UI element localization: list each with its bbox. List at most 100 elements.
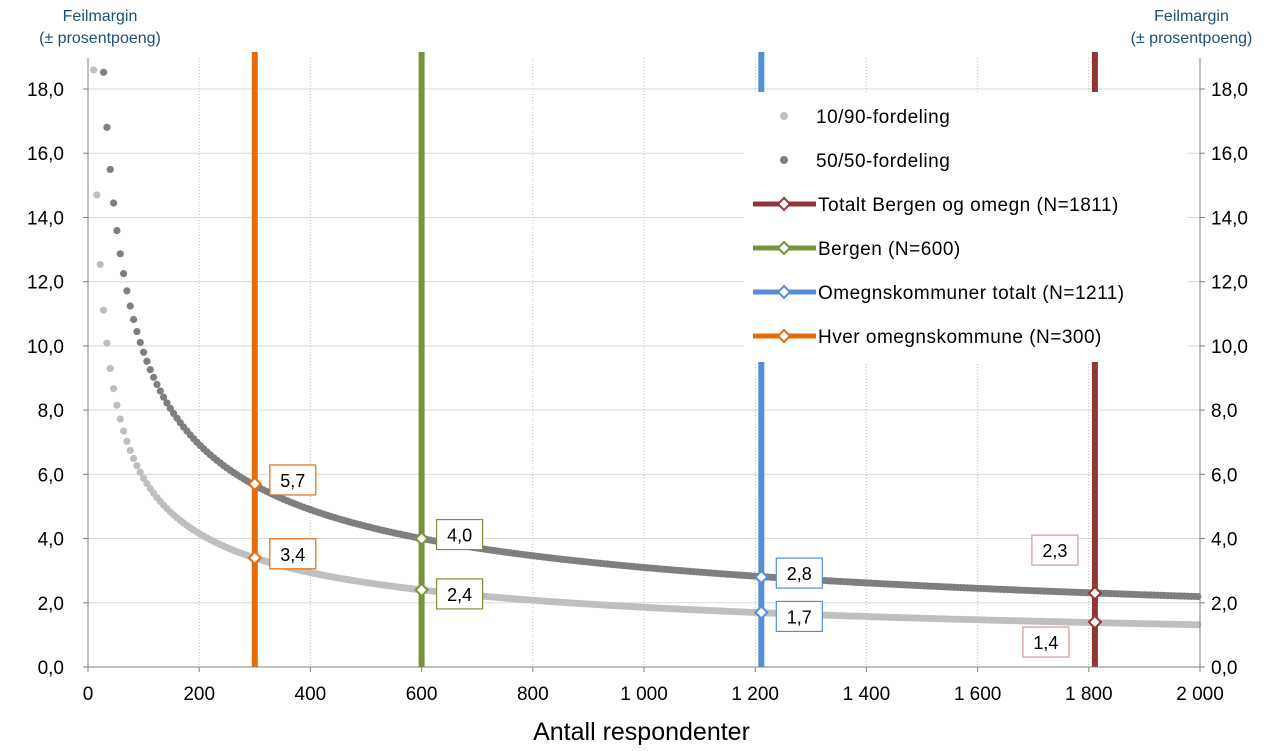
diamond-marker	[753, 604, 769, 620]
x-tick-label: 0	[83, 684, 94, 705]
legend-label: Hver omegnskommune (N=300)	[818, 327, 1102, 348]
diamond-marker	[414, 582, 430, 598]
y-tick-label-right: 2,0	[1211, 594, 1237, 615]
scatter-point	[129, 454, 138, 463]
y-axis-title-left: Feilmargin (± prosentpoeng)	[0, 6, 200, 50]
scatter-point	[133, 327, 141, 336]
y-tick-label-right: 18,0	[1211, 80, 1248, 101]
y-axis-title-left-line2: (± prosentpoeng)	[39, 30, 161, 47]
x-tick-label: 1 200	[731, 684, 779, 705]
diamond-marker	[247, 476, 263, 492]
scatter-point	[93, 191, 101, 199]
scatter-point	[126, 446, 134, 455]
value-label: 5,7	[280, 471, 305, 491]
value-label-box	[436, 578, 484, 610]
scatter-point	[156, 387, 164, 395]
legend-diamond	[776, 284, 792, 300]
value-label: 2,3	[1042, 541, 1067, 561]
scatter-point	[113, 401, 121, 409]
value-label-box	[775, 600, 823, 633]
value-label-box	[1022, 626, 1070, 658]
value-labels: 2,3 1,4 4,0 2,4 2,8 1,7 5,7 3,4	[247, 464, 1103, 658]
y-tick-label-left: 16,0	[27, 144, 64, 165]
scatter-point	[116, 250, 124, 258]
y-axis-title-left-line1: Feilmargin	[62, 8, 138, 25]
legend-marker	[780, 112, 788, 120]
scatter-point	[160, 393, 168, 401]
scatter-point	[119, 427, 128, 435]
y-tick-label-right: 4,0	[1211, 530, 1237, 551]
scatter-point	[106, 364, 114, 373]
legend-marker	[780, 156, 788, 164]
y-tick-label-left: 6,0	[38, 465, 64, 486]
scatter-point	[126, 302, 134, 310]
scatter-point	[89, 66, 98, 74]
value-label-box	[269, 538, 317, 570]
x-tick-label: 1 000	[620, 684, 668, 705]
scatter-point	[143, 357, 151, 365]
value-label: 1,7	[787, 607, 812, 627]
value-label-box	[1031, 534, 1079, 566]
legend-diamond	[776, 240, 792, 256]
diamond-marker	[247, 550, 263, 566]
y-tick-label-left: 0,0	[38, 658, 64, 679]
scatter-point	[129, 315, 138, 324]
x-tick-label: 2 000	[1176, 684, 1224, 705]
scatter-point	[136, 468, 144, 476]
y-tick-label-right: 6,0	[1211, 465, 1237, 486]
x-tick-label: 400	[295, 684, 327, 705]
scatter-point	[119, 270, 128, 278]
x-tick-label: 800	[517, 684, 549, 705]
x-tick-label: 1 400	[843, 684, 891, 705]
x-tick-label: 200	[183, 684, 215, 705]
diamond-marker	[414, 531, 430, 546]
legend-label: 10/90-fordeling	[816, 107, 950, 128]
y-axis-title-right-line1: Feilmargin	[1154, 8, 1229, 25]
legend-diamond	[776, 196, 792, 212]
legend-diamond	[776, 328, 792, 344]
diamond-marker	[1087, 614, 1103, 630]
scatter-point	[146, 366, 154, 374]
scatter-point	[109, 199, 118, 207]
x-tick-label: 1 600	[954, 684, 1002, 705]
scatter-point	[123, 437, 131, 445]
y-tick-label-left: 12,0	[27, 273, 64, 294]
y-tick-label-right: 0,0	[1211, 658, 1237, 679]
legend-label: Totalt Bergen og omegn (N=1811)	[818, 195, 1119, 216]
y-tick-label-right: 16,0	[1211, 144, 1248, 165]
scatter-point	[166, 404, 174, 412]
diamond-marker	[753, 569, 769, 585]
y-tick-label-right: 10,0	[1211, 337, 1248, 358]
scatter-point	[99, 306, 108, 314]
scatter-point	[150, 373, 158, 381]
x-tick-label: 1 800	[1065, 684, 1113, 705]
value-label-box	[436, 518, 484, 551]
scatter-point	[116, 415, 124, 423]
scatter-point	[136, 338, 144, 347]
y-axis-title-right-line2: (± prosentpoeng)	[1130, 30, 1253, 47]
value-label: 4,0	[447, 526, 472, 546]
scatter-point	[113, 227, 121, 235]
y-tick-label-right: 8,0	[1211, 401, 1237, 422]
value-label: 3,4	[280, 545, 305, 565]
scatter-point	[133, 462, 141, 470]
value-label-box	[775, 557, 823, 589]
scatter-point	[103, 123, 111, 131]
scatter-point	[163, 399, 171, 407]
x-axis-title: Antall respondenter	[533, 718, 750, 746]
scatter-point	[153, 380, 161, 389]
value-label-box	[269, 464, 317, 496]
value-label: 1,4	[1033, 633, 1058, 653]
scatter-point	[99, 68, 108, 76]
legend-box	[744, 92, 1188, 362]
scatter-point	[140, 474, 148, 482]
y-tick-label-left: 10,0	[27, 337, 64, 358]
y-tick-label-left: 4,0	[38, 530, 64, 551]
y-tick-label-right: 14,0	[1211, 208, 1248, 229]
y-axis-title-right: Feilmargin (± prosentpoeng)	[1100, 6, 1283, 50]
diamond-marker	[1087, 585, 1103, 601]
y-tick-label-right: 12,0	[1211, 273, 1248, 294]
y-tick-label-left: 2,0	[38, 594, 64, 615]
scatter-point	[109, 385, 118, 393]
